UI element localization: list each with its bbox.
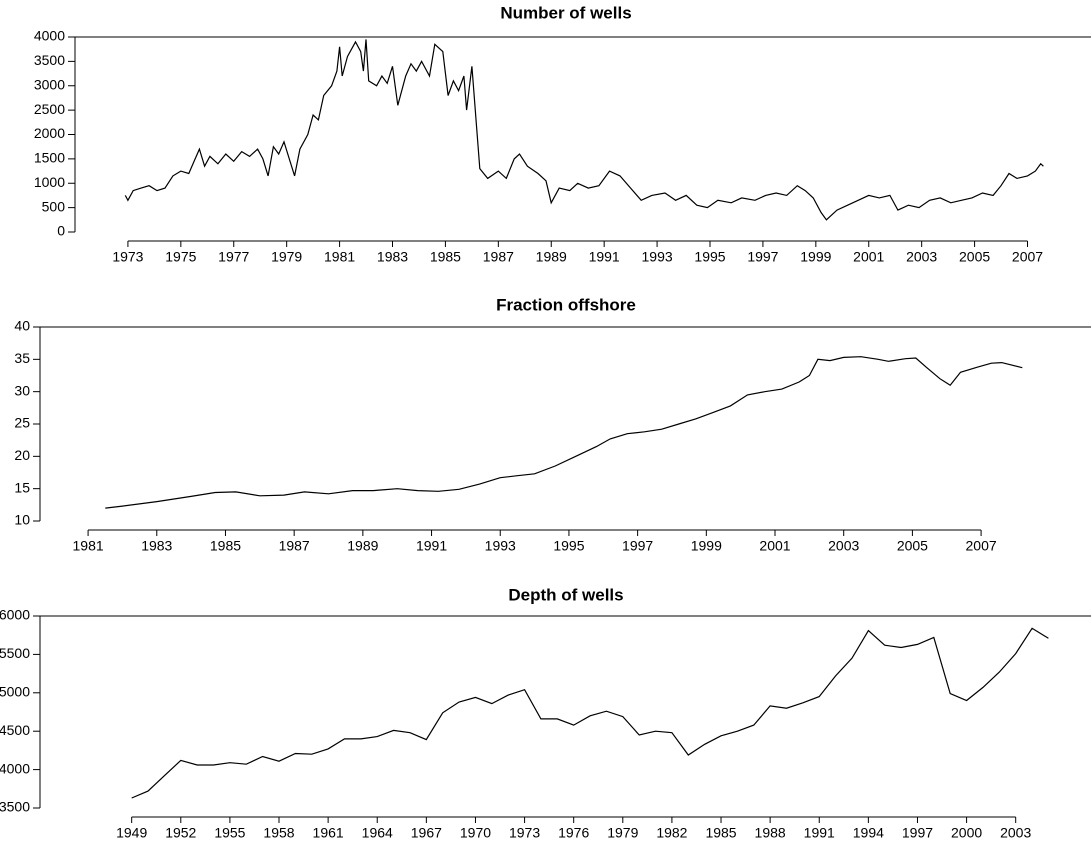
y-tick-label: 5000 (0, 684, 30, 700)
y-tick-label: 20 (14, 447, 30, 463)
x-tick-label: 1979 (271, 249, 302, 265)
chart-title: Fraction offshore (496, 295, 636, 314)
y-tick-label: 6000 (0, 607, 30, 623)
x-tick-label: 1993 (642, 249, 673, 265)
x-tick-label: 1976 (558, 825, 589, 841)
x-tick-label: 1961 (313, 825, 344, 841)
chart-title: Depth of wells (508, 585, 623, 604)
x-tick-label: 2005 (959, 249, 990, 265)
y-tick-label: 0 (57, 223, 65, 239)
y-tick-label: 15 (14, 479, 30, 495)
x-tick-label: 1987 (279, 538, 310, 554)
data-line (131, 627, 1049, 799)
y-tick-label: 3500 (34, 52, 65, 68)
x-tick-label: 1994 (853, 825, 884, 841)
x-tick-label: 1970 (460, 825, 491, 841)
y-tick-label: 3000 (34, 76, 65, 92)
x-tick-label: 1997 (747, 249, 778, 265)
x-tick-label: 1964 (362, 825, 393, 841)
y-tick-label: 4500 (0, 722, 30, 738)
y-tick-label: 500 (42, 198, 66, 214)
x-tick-label: 1981 (73, 538, 104, 554)
x-tick-label: 1985 (705, 825, 736, 841)
x-tick-label: 2001 (853, 249, 884, 265)
x-tick-label: 1988 (755, 825, 786, 841)
y-tick-label: 2500 (34, 101, 65, 117)
x-tick-label: 1991 (804, 825, 835, 841)
x-tick-label: 1981 (324, 249, 355, 265)
y-tick-label: 35 (14, 350, 30, 366)
x-tick-label: 1997 (622, 538, 653, 554)
x-tick-label: 2003 (906, 249, 937, 265)
x-tick-label: 1991 (589, 249, 620, 265)
x-tick-label: 1952 (165, 825, 196, 841)
x-tick-label: 1967 (411, 825, 442, 841)
x-tick-label: 1983 (377, 249, 408, 265)
x-tick-label: 1949 (116, 825, 147, 841)
y-tick-label: 25 (14, 415, 30, 431)
data-line (124, 39, 1044, 221)
x-tick-label: 2007 (1012, 249, 1043, 265)
x-tick-label: 1991 (416, 538, 447, 554)
plot-frame (74, 36, 1091, 232)
x-tick-label: 1989 (536, 249, 567, 265)
y-tick-label: 1500 (34, 150, 65, 166)
x-tick-label: 1958 (263, 825, 294, 841)
data-line (105, 356, 1023, 509)
x-tick-label: 1977 (218, 249, 249, 265)
y-tick-label: 40 (14, 318, 30, 334)
x-tick-label: 1985 (210, 538, 241, 554)
x-tick-label: 1979 (607, 825, 638, 841)
x-tick-label: 1973 (112, 249, 143, 265)
chart-title: Number of wells (500, 3, 631, 22)
y-tick-label: 2000 (34, 125, 65, 141)
y-tick-label: 4000 (34, 28, 65, 44)
x-tick-label: 1997 (902, 825, 933, 841)
x-tick-label: 2003 (1000, 825, 1031, 841)
x-tick-label: 1983 (141, 538, 172, 554)
x-tick-label: 1987 (483, 249, 514, 265)
y-tick-label: 5500 (0, 645, 30, 661)
x-tick-label: 2003 (828, 538, 859, 554)
x-tick-label: 1995 (553, 538, 584, 554)
y-tick-label: 4000 (0, 760, 30, 776)
y-tick-label: 30 (14, 382, 30, 398)
x-tick-label: 1955 (214, 825, 245, 841)
x-tick-label: 1973 (509, 825, 540, 841)
y-tick-label: 3500 (0, 799, 30, 815)
plot-frame (39, 615, 1091, 808)
x-tick-label: 2007 (966, 538, 997, 554)
x-tick-label: 1993 (485, 538, 516, 554)
y-tick-label: 1000 (34, 174, 65, 190)
x-tick-label: 1975 (165, 249, 196, 265)
x-tick-label: 1999 (691, 538, 722, 554)
x-tick-label: 2000 (951, 825, 982, 841)
y-tick-label: 10 (14, 512, 30, 528)
x-tick-label: 2001 (759, 538, 790, 554)
x-tick-label: 1985 (430, 249, 461, 265)
plot-frame (39, 326, 1091, 521)
x-tick-label: 2005 (897, 538, 928, 554)
x-tick-label: 1999 (800, 249, 831, 265)
x-tick-label: 1995 (694, 249, 725, 265)
x-tick-label: 1989 (347, 538, 378, 554)
x-tick-label: 1982 (656, 825, 687, 841)
